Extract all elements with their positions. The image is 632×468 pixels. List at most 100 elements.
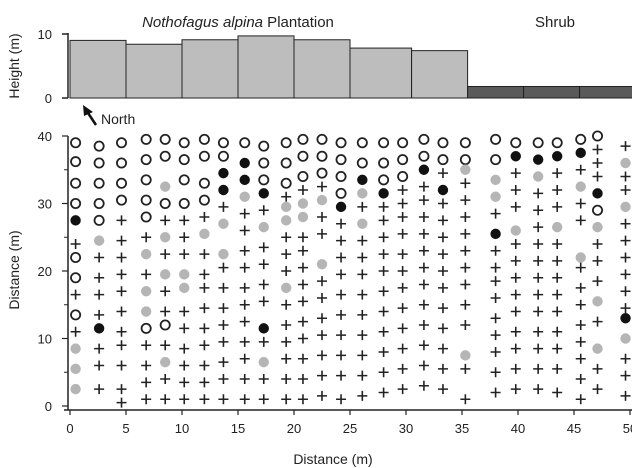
marker-plus [160, 249, 171, 260]
marker-plus [281, 191, 292, 202]
marker-plus [490, 387, 501, 398]
marker-plus [490, 276, 501, 287]
marker-plus [357, 309, 368, 320]
marker-plus [397, 303, 408, 314]
marker-plus [592, 171, 603, 182]
marker-plus [239, 282, 250, 293]
marker-plus [281, 394, 292, 405]
marker-plus [552, 239, 563, 249]
marker-open-circle [93, 177, 105, 189]
marker-plus [297, 316, 308, 327]
marker-plus [437, 282, 448, 293]
marker-plus [437, 323, 448, 334]
map-y-tick-label: 30 [38, 197, 52, 212]
marker-plus [533, 188, 544, 199]
marker-plus [179, 394, 190, 405]
marker-gray-circle [160, 181, 171, 192]
marker-plus [199, 377, 210, 388]
marker-plus [460, 279, 471, 290]
marker-plus [575, 262, 586, 273]
marker-plus [437, 198, 448, 209]
marker-gray-circle [620, 201, 631, 213]
marker-plus [533, 306, 544, 317]
marker-plus [437, 303, 448, 314]
marker-gray-circle [258, 356, 269, 368]
marker-gray-circle [460, 350, 471, 361]
marker-gray-circle [532, 171, 544, 182]
marker-plus [116, 269, 127, 280]
marker-open-circle [198, 150, 210, 162]
marker-plus [258, 374, 269, 384]
marker-plus [116, 326, 127, 337]
marker-plus [199, 249, 210, 260]
marker-plus [357, 390, 368, 401]
marker-plus [281, 353, 292, 364]
map-x-tick-label: 20 [287, 421, 301, 436]
marker-plus [70, 239, 81, 249]
marker-plus [575, 282, 586, 293]
marker-plus [575, 336, 586, 347]
marker-open-circle [459, 137, 471, 149]
marker-plus [592, 316, 603, 327]
marker-plus [239, 262, 250, 273]
marker-plus [490, 367, 501, 378]
marker-plus [258, 259, 269, 270]
marker-plus [70, 326, 81, 337]
marker-plus [620, 269, 631, 280]
marker-plus [239, 316, 250, 327]
marker-plus [357, 289, 368, 300]
map-x-tick-label: 15 [231, 421, 245, 436]
marker-plus [533, 289, 544, 300]
marker-plus [592, 158, 603, 168]
marker-filled-circle [575, 147, 586, 159]
marker-plus [297, 232, 308, 243]
marker-gray-circle [316, 194, 328, 206]
marker-open-circle [459, 154, 471, 166]
marker-plus [94, 309, 105, 320]
marker-plus [199, 212, 210, 222]
marker-plus [141, 340, 152, 351]
marker-plus [418, 299, 429, 310]
marker-plus [575, 353, 586, 364]
marker-open-circle [335, 170, 347, 182]
marker-filled-circle [218, 184, 229, 196]
marker-plus [418, 181, 429, 192]
plantation-title: Nothofagus alpina Plantation [142, 14, 334, 31]
marker-plus [397, 282, 408, 293]
marker-gray-circle [258, 221, 269, 233]
marker-plus [317, 276, 327, 287]
marker-plus [357, 252, 368, 263]
marker-open-circle [297, 150, 309, 162]
marker-plus [533, 239, 544, 249]
marker-gray-circle [70, 383, 81, 395]
marker-gray-circle [357, 188, 368, 199]
marker-open-circle [70, 251, 82, 263]
marker-plus [397, 185, 408, 195]
marker-plus [397, 266, 408, 276]
marker-plus [336, 218, 347, 229]
north-arrowhead-icon [83, 105, 93, 116]
marker-filled-circle [335, 201, 347, 213]
marker-plus [533, 343, 544, 354]
marker-plus [116, 215, 127, 226]
marker-open-circle [280, 157, 292, 169]
marker-gray-circle [160, 356, 171, 368]
marker-plus [533, 255, 544, 266]
marker-gray-circle [140, 248, 152, 260]
marker-open-circle [217, 137, 229, 149]
marker-plus [510, 239, 521, 249]
marker-open-circle [70, 156, 82, 168]
marker-gray-circle [140, 306, 152, 317]
marker-gray-circle [179, 282, 190, 294]
marker-plus [397, 363, 408, 374]
marker-plus [437, 343, 448, 354]
height-tick-label-10: 10 [38, 27, 52, 42]
marker-plus [490, 293, 501, 303]
marker-plus [592, 144, 603, 155]
marker-plus [179, 249, 190, 260]
marker-plus [620, 185, 631, 195]
marker-open-circle [356, 137, 368, 149]
height-block-7 [411, 50, 469, 99]
marker-plus [533, 272, 544, 283]
marker-plus [378, 215, 389, 226]
